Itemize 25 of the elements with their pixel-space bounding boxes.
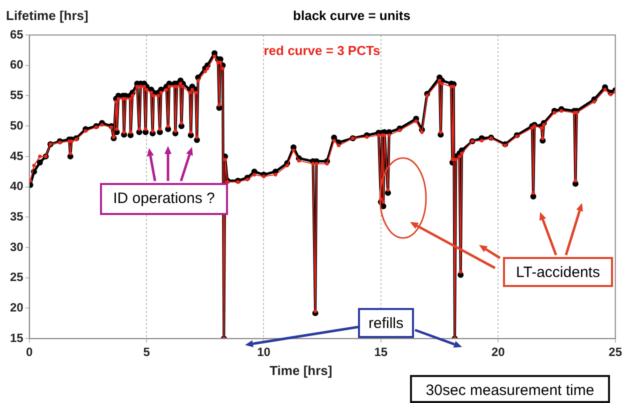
x-tick-label: 10 [257,345,271,360]
text: red curve = 3 PCTs [264,43,380,58]
y-tick-label: 55 [10,88,24,102]
annotation: LT-accidents [503,257,613,287]
y-axis-title: Lifetime [hrs] [6,8,88,23]
x-tick-label: 0 [26,345,34,360]
y-tick-label: 40 [10,179,24,194]
y-tick-label: 25 [10,270,24,284]
annotation: ID operations ? [100,183,228,215]
y-tick-label: 20 [10,300,24,315]
x-tick-label: 5 [143,345,150,360]
y-tick-label: 15 [10,330,24,345]
annotation: refills [358,308,414,338]
text: black curve = units [293,8,410,23]
text: 30sec measurement time [410,375,610,403]
x-tick-label: 20 [491,345,506,360]
y-tick-label: 65 [10,27,24,42]
x-axis-title: Time [hrs] [270,362,332,378]
y-tick-label: 60 [10,58,24,72]
y-tick-label: 30 [10,240,24,254]
x-tick-label: 25 [608,345,622,360]
y-tick-label: 35 [10,209,24,224]
y-tick-label: 45 [10,148,24,163]
y-tick-label: 50 [10,118,24,132]
x-tick-label: 15 [374,345,388,360]
